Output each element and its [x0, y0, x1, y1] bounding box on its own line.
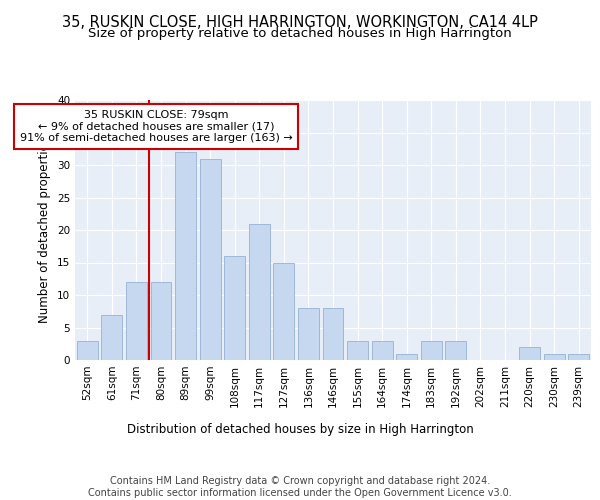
Bar [323, 308, 343, 360]
Bar [568, 354, 589, 360]
Bar [396, 354, 417, 360]
Bar [224, 256, 245, 360]
Bar [126, 282, 147, 360]
Bar [519, 347, 540, 360]
Bar [544, 354, 565, 360]
Bar [347, 340, 368, 360]
Bar [298, 308, 319, 360]
Text: 35, RUSKIN CLOSE, HIGH HARRINGTON, WORKINGTON, CA14 4LP: 35, RUSKIN CLOSE, HIGH HARRINGTON, WORKI… [62, 15, 538, 30]
Y-axis label: Number of detached properties: Number of detached properties [38, 137, 52, 323]
Bar [274, 262, 295, 360]
Bar [175, 152, 196, 360]
Bar [421, 340, 442, 360]
Bar [101, 314, 122, 360]
Bar [445, 340, 466, 360]
Bar [249, 224, 270, 360]
Text: Contains HM Land Registry data © Crown copyright and database right 2024.
Contai: Contains HM Land Registry data © Crown c… [88, 476, 512, 498]
Bar [151, 282, 172, 360]
Bar [371, 340, 392, 360]
Text: Size of property relative to detached houses in High Harrington: Size of property relative to detached ho… [88, 28, 512, 40]
Text: Distribution of detached houses by size in High Harrington: Distribution of detached houses by size … [127, 422, 473, 436]
Bar [200, 158, 221, 360]
Text: 35 RUSKIN CLOSE: 79sqm
← 9% of detached houses are smaller (17)
91% of semi-deta: 35 RUSKIN CLOSE: 79sqm ← 9% of detached … [20, 110, 292, 143]
Bar [77, 340, 98, 360]
